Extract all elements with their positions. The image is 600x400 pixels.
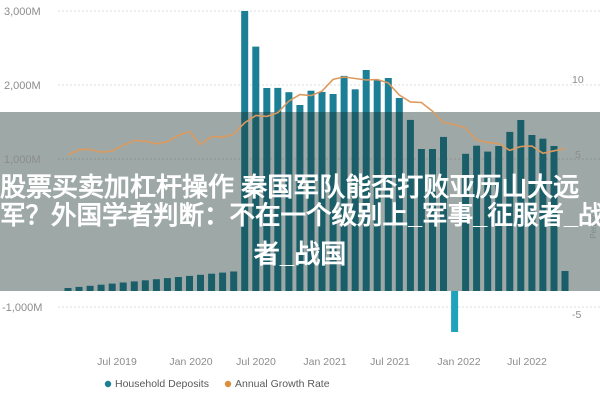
svg-text:1,000M: 1,000M: [4, 154, 41, 166]
svg-text:2,000M: 2,000M: [4, 80, 41, 92]
svg-text:Annual Growth Rate: Annual Growth Rate: [235, 378, 330, 390]
svg-text:Jan 2021: Jan 2021: [303, 356, 346, 368]
svg-text:-5: -5: [572, 309, 581, 321]
svg-text:Jul 2021: Jul 2021: [370, 356, 410, 368]
svg-text:Jul 2019: Jul 2019: [97, 356, 137, 368]
svg-text:Jan 2022: Jan 2022: [437, 356, 480, 368]
svg-text:10: 10: [572, 74, 584, 86]
svg-text:3,000M: 3,000M: [4, 6, 41, 18]
svg-text:5: 5: [575, 149, 581, 161]
svg-text:Jul 2022: Jul 2022: [507, 356, 547, 368]
svg-text:Household Deposits: Household Deposits: [115, 378, 209, 390]
svg-text:Jul 2020: Jul 2020: [236, 356, 276, 368]
svg-text:Jan 2020: Jan 2020: [169, 356, 212, 368]
svg-text:-1,000M: -1,000M: [2, 302, 42, 314]
